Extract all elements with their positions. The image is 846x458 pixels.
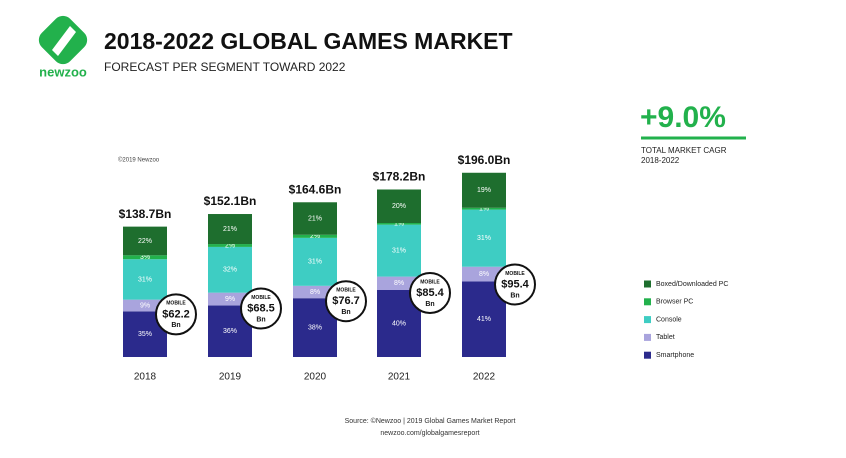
segment-label: 1% <box>394 221 404 228</box>
mobile-badge <box>155 293 197 336</box>
mobile-badge <box>409 271 451 314</box>
segment-label: 31% <box>138 276 152 283</box>
bar-segment <box>462 172 506 208</box>
total-label: $178.2Bn <box>373 170 426 184</box>
total-label: $164.6Bn <box>289 182 342 196</box>
cagr-caption: TOTAL MARKET CAGR <box>641 146 727 155</box>
segment-label: 8% <box>310 289 320 296</box>
legend-swatch <box>644 298 651 306</box>
bar-segment <box>208 244 252 247</box>
legend-swatch <box>644 280 651 288</box>
bar-segment <box>208 214 252 245</box>
bar-segment <box>377 224 421 277</box>
bar-segment <box>123 255 167 260</box>
segment-label: 21% <box>223 226 237 233</box>
mobile-value: $62.2 <box>162 308 190 320</box>
segment-label: 9% <box>140 302 150 309</box>
x-tick-label: 2020 <box>304 372 327 383</box>
mobile-label: MOBILE <box>251 295 271 301</box>
segment-label: 3% <box>140 254 150 261</box>
cagr-period: 2018-2022 <box>641 156 680 165</box>
segment-label: 31% <box>392 247 406 254</box>
bar-segment <box>293 202 337 235</box>
mobile-unit: Bn <box>256 316 265 323</box>
segment-label: 8% <box>479 271 489 278</box>
segment-label: 20% <box>392 203 406 210</box>
mobile-badge <box>494 263 536 306</box>
x-tick-label: 2022 <box>473 372 496 383</box>
segment-label: 38% <box>308 324 322 331</box>
cagr-value: +9.0% <box>640 101 726 134</box>
source: newzoo.com/globalgamesreport <box>380 430 479 437</box>
bar-segment <box>123 259 167 300</box>
bar-segment <box>377 189 421 223</box>
segment-label: 41% <box>477 316 491 323</box>
bar-segment <box>377 222 421 225</box>
mobile-value: $85.4 <box>416 287 444 299</box>
mobile-badge <box>325 280 367 323</box>
legend-swatch <box>644 351 651 359</box>
mobile-label: MOBILE <box>336 288 356 294</box>
legend-label: Tablet <box>656 334 675 341</box>
legend-label: Console <box>656 316 682 323</box>
mobile-value: $68.5 <box>247 302 275 314</box>
mobile-badge <box>240 287 282 330</box>
bar-segment <box>123 299 167 312</box>
mobile-label: MOBILE <box>166 301 186 307</box>
bar-segment <box>123 226 167 256</box>
logo-text: newzoo <box>39 64 87 79</box>
segment-label: 31% <box>477 235 491 242</box>
logo-stripe <box>52 26 76 56</box>
segment-label: 22% <box>138 238 152 245</box>
segment-label: 32% <box>223 267 237 274</box>
bar-segment <box>208 246 252 293</box>
legend-label: Browser PC <box>656 299 693 306</box>
segment-label: 1% <box>479 206 489 213</box>
segment-label: 36% <box>223 328 237 335</box>
segment-label: 2% <box>310 233 320 240</box>
x-tick-label: 2018 <box>134 372 157 383</box>
mobile-value: $76.7 <box>332 295 360 307</box>
mobile-unit: Bn <box>171 322 180 329</box>
chart-title: 2018-2022 GLOBAL GAMES MARKET <box>104 28 513 54</box>
bar-segment <box>293 234 337 238</box>
bar-segment <box>462 209 506 267</box>
mobile-label: MOBILE <box>420 279 440 285</box>
mobile-value: $95.4 <box>501 278 529 290</box>
segment-label: 8% <box>394 280 404 287</box>
mobile-unit: Bn <box>510 292 519 299</box>
x-tick-label: 2021 <box>388 372 411 383</box>
segment-label: 31% <box>308 259 322 266</box>
chart-subtitle: FORECAST PER SEGMENT TOWARD 2022 <box>104 60 346 74</box>
segment-label: 21% <box>308 215 322 222</box>
bar-segment <box>462 266 506 282</box>
legend-label: Smartphone <box>656 352 694 359</box>
total-label: $196.0Bn <box>458 153 511 167</box>
legend-swatch <box>644 316 651 324</box>
logo: newzoo <box>38 15 88 79</box>
segment-label: 2% <box>225 242 235 249</box>
x-tick-label: 2019 <box>219 372 242 383</box>
bar-segment <box>462 207 506 210</box>
mobile-label: MOBILE <box>505 271 525 277</box>
total-label: $138.7Bn <box>119 207 172 221</box>
mobile-unit: Bn <box>425 301 434 308</box>
segment-label: 9% <box>225 296 235 303</box>
total-label: $152.1Bn <box>204 194 257 208</box>
bar-segment <box>293 237 337 286</box>
copyright: ©2019 Newzoo <box>118 157 160 164</box>
segment-label: 19% <box>477 187 491 194</box>
mobile-unit: Bn <box>341 309 350 316</box>
source: Source: ©Newzoo | 2019 Global Games Mark… <box>345 417 516 425</box>
segment-label: 40% <box>392 320 406 327</box>
legend-swatch <box>644 333 651 341</box>
segment-label: 35% <box>138 331 152 338</box>
legend-label: Boxed/Downloaded PC <box>656 281 728 288</box>
